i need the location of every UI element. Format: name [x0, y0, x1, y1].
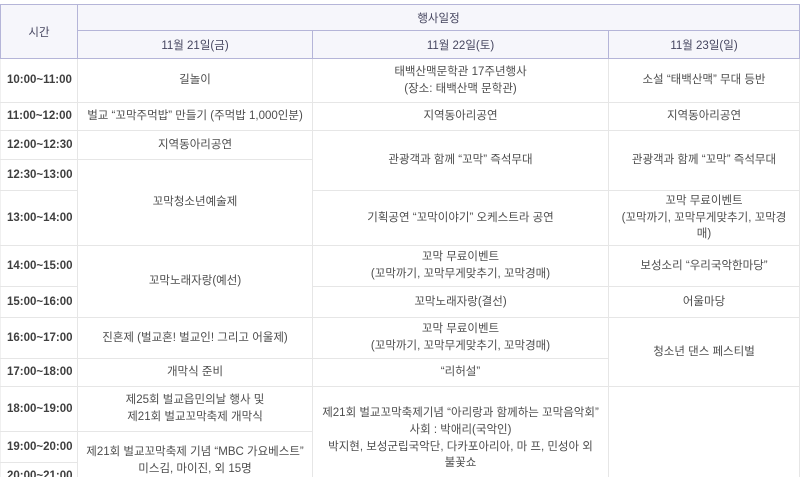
event-cell-day3: 소설 “태백산맥” 무대 등반: [608, 58, 800, 103]
table-row: 15:00~16:00 꼬막노래자랑(결선) 어울마당: [0, 286, 800, 319]
table-row: 20:00~21:00: [0, 462, 800, 477]
schedule-header: 행사일정: [77, 4, 800, 31]
event-schedule-table: 시간 행사일정 11월 21일(금) 11월 22일(토) 11월 23일(일)…: [0, 4, 800, 477]
event-cell-day2: 꼬막 무료이벤트 (꼬막까기, 꼬막무게맞추기, 꼬막경매): [312, 317, 609, 360]
event-cell-day3-empty: [608, 386, 800, 477]
time-cell: 10:00~11:00: [0, 58, 78, 103]
event-cell-day1: 꼬막노래자랑(예선): [77, 245, 313, 319]
table-row: 10:00~11:00 길놀이 태백산맥문학관 17주년행사 (장소: 태백산맥…: [0, 58, 800, 103]
time-cell: 12:30~13:00: [0, 159, 78, 191]
event-cell-day1: 개막식 준비: [77, 358, 313, 388]
time-cell: 18:00~19:00: [0, 386, 78, 433]
event-cell-day2: “리허설”: [312, 358, 609, 388]
table-row: 14:00~15:00 꼬막노래자랑(예선) 꼬막 무료이벤트 (꼬막까기, 꼬…: [0, 245, 800, 319]
time-cell: 19:00~20:00: [0, 431, 78, 464]
table-row: 13:00~14:00 기획공연 “꼬막이야기” 오케스트라 공연 꼬막 무료이…: [0, 189, 800, 247]
table-row: 16:00~17:00 진혼제 (벌교혼! 벌교인! 그리고 어울제) 꼬막 무…: [0, 317, 800, 388]
table-row: 12:00~12:30 지역동아리공연 관광객과 함께 “꼬막” 즉석무대 관광…: [0, 130, 800, 191]
time-cell: 15:00~16:00: [0, 286, 78, 319]
event-cell-day3: 관광객과 함께 “꼬막” 즉석무대: [608, 130, 800, 191]
event-cell-day1: 길놀이: [77, 58, 313, 103]
date-header-sat: 11월 22일(토): [312, 30, 609, 59]
event-cell-day2: 기획공연 “꼬막이야기” 오케스트라 공연: [312, 189, 609, 247]
table-row: 19:00~20:00 제21회 벌교꼬막축제 기념 “MBC 가요베스트” 미…: [0, 431, 800, 477]
event-cell-day2: 제21회 벌교꼬막축제기념 “아리랑과 함께하는 꼬막음악회” 사회 : 박애리…: [312, 386, 609, 477]
event-cell-day1: 제25회 벌교읍민의날 행사 및 제21회 벌교꼬막축제 개막식: [77, 386, 313, 433]
date-header-fri: 11월 21일(금): [77, 30, 313, 59]
event-cell-day3: 어울마당: [608, 286, 800, 319]
event-cell-day3: 지역동아리공연: [608, 102, 800, 131]
event-cell-day1: 진혼제 (벌교혼! 벌교인! 그리고 어울제): [77, 317, 313, 360]
table-row: 17:00~18:00 개막식 준비 “리허설”: [0, 358, 800, 388]
event-cell-day3: 보성소리 “우리국악한마당”: [608, 245, 800, 288]
event-cell-day3: 꼬막 무료이벤트 (꼬막까기, 꼬막무게맞추기, 꼬막경매): [608, 189, 800, 247]
time-cell: 16:00~17:00: [0, 317, 78, 360]
time-cell: 17:00~18:00: [0, 358, 78, 388]
event-cell-day2: 꼬막 무료이벤트 (꼬막까기, 꼬막무게맞추기, 꼬막경매): [312, 245, 609, 288]
event-cell-day2: 관광객과 함께 “꼬막” 즉석무대: [312, 130, 609, 191]
event-cell-day1: 제21회 벌교꼬막축제 기념 “MBC 가요베스트” 미스김, 마이진, 외 1…: [77, 431, 313, 477]
time-cell: 12:00~12:30: [0, 130, 78, 160]
event-cell-day2: 지역동아리공연: [312, 102, 609, 131]
table-row: 11:00~12:00 벌교 “꼬막주먹밥” 만들기 (주먹밥 1,000인분)…: [0, 102, 800, 131]
event-cell-day2: 태백산맥문학관 17주년행사 (장소: 태백산맥 문학관): [312, 58, 609, 103]
event-cell-day1: 지역동아리공연: [77, 130, 313, 160]
time-column-header: 시간: [0, 4, 78, 59]
event-cell-day1: 꼬막청소년예술제: [77, 158, 313, 247]
time-cell: 11:00~12:00: [0, 102, 78, 131]
date-header-sun: 11월 23일(일): [608, 30, 800, 59]
time-cell: 14:00~15:00: [0, 245, 78, 288]
event-cell-day3: 청소년 댄스 페스티벌: [608, 317, 800, 388]
event-cell-day1: 벌교 “꼬막주먹밥” 만들기 (주먹밥 1,000인분): [77, 102, 313, 131]
event-cell-day2: 꼬막노래자랑(결선): [312, 286, 609, 319]
time-cell: 20:00~21:00: [0, 462, 78, 477]
table-row: 18:00~19:00 제25회 벌교읍민의날 행사 및 제21회 벌교꼬막축제…: [0, 386, 800, 477]
time-cell: 13:00~14:00: [0, 189, 78, 247]
